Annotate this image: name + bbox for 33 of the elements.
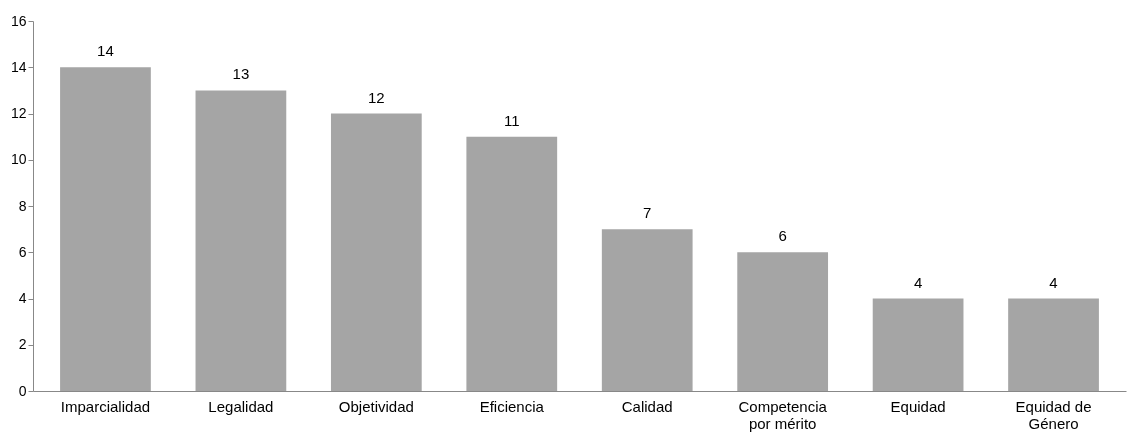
x-tick-label: Calidad: [621, 397, 673, 415]
x-tick-label: Imparcialidad: [60, 397, 151, 415]
data-label: 14: [97, 42, 114, 60]
data-label: 11: [503, 111, 520, 129]
bar: [737, 252, 829, 391]
x-tick-label: Eficiencia: [479, 397, 545, 415]
y-tick-label: 10: [10, 151, 27, 168]
y-tick-label: 12: [10, 105, 27, 121]
bar: [872, 298, 964, 391]
bar: [195, 90, 287, 391]
bar: [601, 229, 693, 391]
y-tick-label: 16: [10, 12, 27, 29]
y-tick-label: 14: [10, 58, 27, 75]
data-label: 4: [913, 273, 923, 291]
bar: [1008, 298, 1099, 391]
x-tick-label: Equidad: [890, 397, 946, 415]
x-tick-label: Competencia por mérito: [738, 397, 828, 432]
data-label: 6: [778, 227, 787, 245]
y-tick-label: 4: [18, 290, 27, 306]
y-tick-label: 6: [18, 243, 27, 260]
bar: [466, 136, 558, 391]
data-label: 7: [643, 204, 652, 222]
x-tick-label: Equidad de Género: [1015, 397, 1092, 432]
data-label: 4: [1049, 273, 1058, 291]
data-label: 13: [232, 65, 250, 83]
y-tick-label: 8: [18, 197, 27, 214]
x-tick-label: Legalidad: [208, 397, 274, 415]
bar: [60, 67, 151, 391]
y-tick-label: 0: [18, 382, 27, 399]
bar: [330, 113, 422, 391]
x-tick-label: Objetividad: [338, 397, 414, 415]
y-tick-label: 2: [18, 336, 27, 353]
data-label: 12: [368, 88, 385, 106]
